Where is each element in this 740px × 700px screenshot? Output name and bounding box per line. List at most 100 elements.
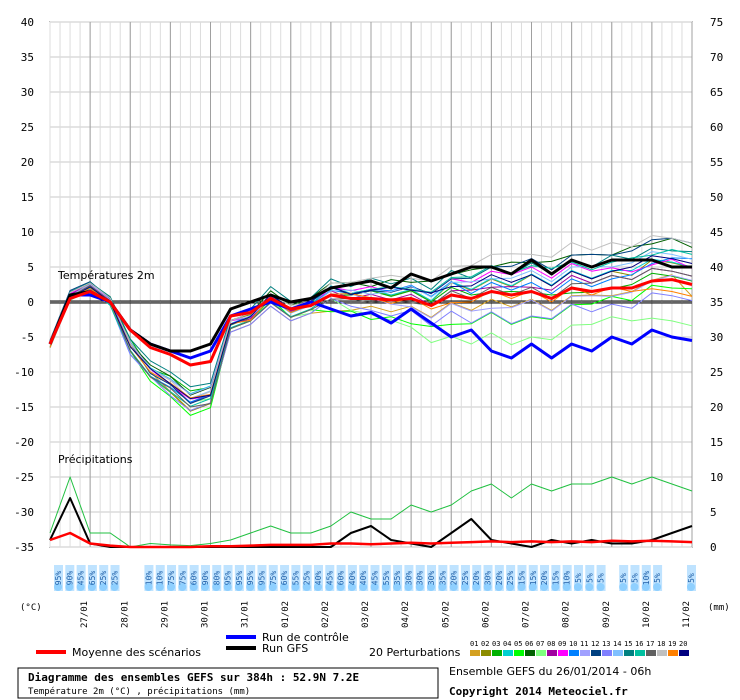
perturbation-swatch <box>470 650 480 656</box>
probability-label: 15% <box>529 571 538 586</box>
perturbation-number: 15 <box>624 640 632 648</box>
precip-section-label: Précipitations <box>58 453 133 466</box>
perturbation-number: 03 <box>492 640 500 648</box>
perturbation-swatch <box>657 650 667 656</box>
probability-label: 60% <box>190 571 199 586</box>
probability-label: 30% <box>416 571 425 586</box>
right-tick-label: 50 <box>710 191 723 204</box>
probability-label: 25% <box>99 571 108 586</box>
perturbation-number: 04 <box>503 640 511 648</box>
perturbation-number: 20 <box>679 640 687 648</box>
left-tick-label: 15 <box>21 191 34 204</box>
probability-label: 35% <box>438 571 447 586</box>
probability-bar <box>234 565 244 591</box>
right-tick-label: 40 <box>710 261 723 274</box>
perturbation-number: 10 <box>569 640 577 648</box>
probability-bar <box>189 565 199 591</box>
right-tick-label: 25 <box>710 366 723 379</box>
x-tick-label: 02/02 <box>321 601 331 628</box>
perturbation-swatch <box>668 650 678 656</box>
perturbation-swatch <box>613 650 623 656</box>
precip-max-line <box>49 476 693 548</box>
snow-flake-icon <box>528 583 537 591</box>
temp-section-label: Températures 2m <box>57 269 155 282</box>
left-tick-label: -25 <box>14 471 34 484</box>
snow-flake-icon <box>562 583 571 591</box>
snow-flake-icon <box>359 583 368 591</box>
right-tick-label: 75 <box>710 16 723 29</box>
left-tick-label: -20 <box>14 436 34 449</box>
probability-bar <box>200 565 210 591</box>
perturbation-line-13 <box>49 286 693 411</box>
snow-flake-icon <box>76 583 85 591</box>
x-tick-label: 09/02 <box>602 601 612 628</box>
snow-flake-icon <box>449 583 458 591</box>
perturbation-swatch <box>679 650 689 656</box>
probability-bar <box>573 565 583 591</box>
snow-flake-icon <box>325 583 334 591</box>
probability-label: 20% <box>472 571 481 586</box>
perturbation-number: 01 <box>470 640 478 648</box>
probability-bar <box>585 565 595 591</box>
probability-label: 90% <box>201 571 210 586</box>
probability-label: 30% <box>484 571 493 586</box>
probability-label: 5% <box>630 573 639 583</box>
x-tick-label: 31/01 <box>241 601 251 628</box>
perturbation-swatch <box>547 650 557 656</box>
right-tick-label: 65 <box>710 86 723 99</box>
snow-flake-icon <box>460 583 469 591</box>
snow-flake-icon <box>585 583 594 591</box>
probability-label: 55% <box>291 571 300 586</box>
probability-bar <box>438 565 448 591</box>
right-tick-label: 5 <box>710 506 717 519</box>
footer-title: Diagramme des ensembles GEFS sur 384h : … <box>28 671 359 684</box>
snow-flake-icon <box>347 583 356 591</box>
precip-mean-line <box>49 531 693 549</box>
probability-label: 10% <box>144 571 153 586</box>
snow-flake-icon <box>313 583 322 591</box>
snow-flake-icon <box>268 583 277 591</box>
probability-bar <box>313 565 323 591</box>
perturbation-swatch <box>646 650 656 656</box>
perturbation-line-16 <box>49 249 693 407</box>
perturbation-number: 18 <box>657 640 665 648</box>
probability-label: 95% <box>54 571 63 586</box>
perturbation-number: 05 <box>514 640 522 648</box>
probability-label: 5% <box>653 573 662 583</box>
x-tick-label: 03/02 <box>361 601 371 628</box>
snow-flake-icon <box>540 583 549 591</box>
legend-label-gfs: Run GFS <box>262 642 308 655</box>
probability-label: 40% <box>348 571 357 586</box>
probability-label: 95% <box>257 571 266 586</box>
perturbation-swatch <box>503 650 513 656</box>
probability-bar <box>551 565 561 591</box>
left-tick-label: -30 <box>14 506 34 519</box>
perturbation-swatch <box>602 650 612 656</box>
perturbation-number: 13 <box>602 640 610 648</box>
perturbation-swatch <box>492 650 502 656</box>
probability-bar <box>302 565 312 591</box>
left-tick-label: 40 <box>21 16 34 29</box>
mean-line <box>48 278 693 367</box>
footer-run-info: Ensemble GEFS du 26/01/2014 - 06h <box>449 665 651 678</box>
legend-label-control: Run de contrôle <box>262 631 349 644</box>
snow-flake-icon <box>370 583 379 591</box>
snow-flake-icon <box>472 583 481 591</box>
probability-bar <box>483 565 493 591</box>
x-tick-label: 28/01 <box>120 601 130 628</box>
snow-flake-icon <box>653 583 662 591</box>
probability-label: 65% <box>88 571 97 586</box>
probability-label: 75% <box>269 571 278 586</box>
snow-flake-icon <box>427 583 436 591</box>
probability-label: 5% <box>574 573 583 583</box>
perturbation-swatch <box>591 650 601 656</box>
snow-flake-icon <box>619 583 628 591</box>
right-axis-unit: (mm) <box>708 603 730 613</box>
probability-bar <box>246 565 256 591</box>
snow-flake-icon <box>336 583 345 591</box>
perturbation-swatch <box>514 650 524 656</box>
probability-bar <box>393 565 403 591</box>
x-tick-label: 29/01 <box>160 601 170 628</box>
probability-label: 30% <box>427 571 436 586</box>
